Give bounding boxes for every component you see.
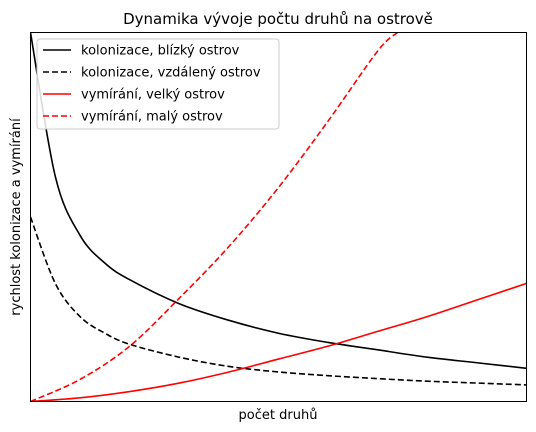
legend-box	[36, 38, 280, 130]
y-axis-label: rychlost kolonizace a vymírání	[9, 118, 24, 316]
legend-label: vymírání, velký ostrov	[81, 88, 225, 103]
legend-label: kolonizace, blízký ostrov	[81, 44, 240, 59]
x-axis-label: počet druhů	[239, 408, 318, 423]
series-line-vymirani-velky-ostrov	[30, 282, 527, 402]
plot-frame	[30, 32, 527, 402]
chart-title: Dynamika vývoje počtu druhů na ostrově	[123, 10, 433, 28]
legend-label: vymírání, malý ostrov	[81, 110, 223, 125]
series-line-kolonizace-blizky-ostrov	[30, 32, 527, 370]
legend: kolonizace, blízký ostrov kolonizace, vzd…	[36, 38, 280, 130]
legend-label: kolonizace, vzdálený ostrov	[81, 66, 261, 81]
series-line-kolonizace-vzdaleny-ostrov	[30, 216, 527, 386]
plot-lines	[30, 32, 527, 402]
